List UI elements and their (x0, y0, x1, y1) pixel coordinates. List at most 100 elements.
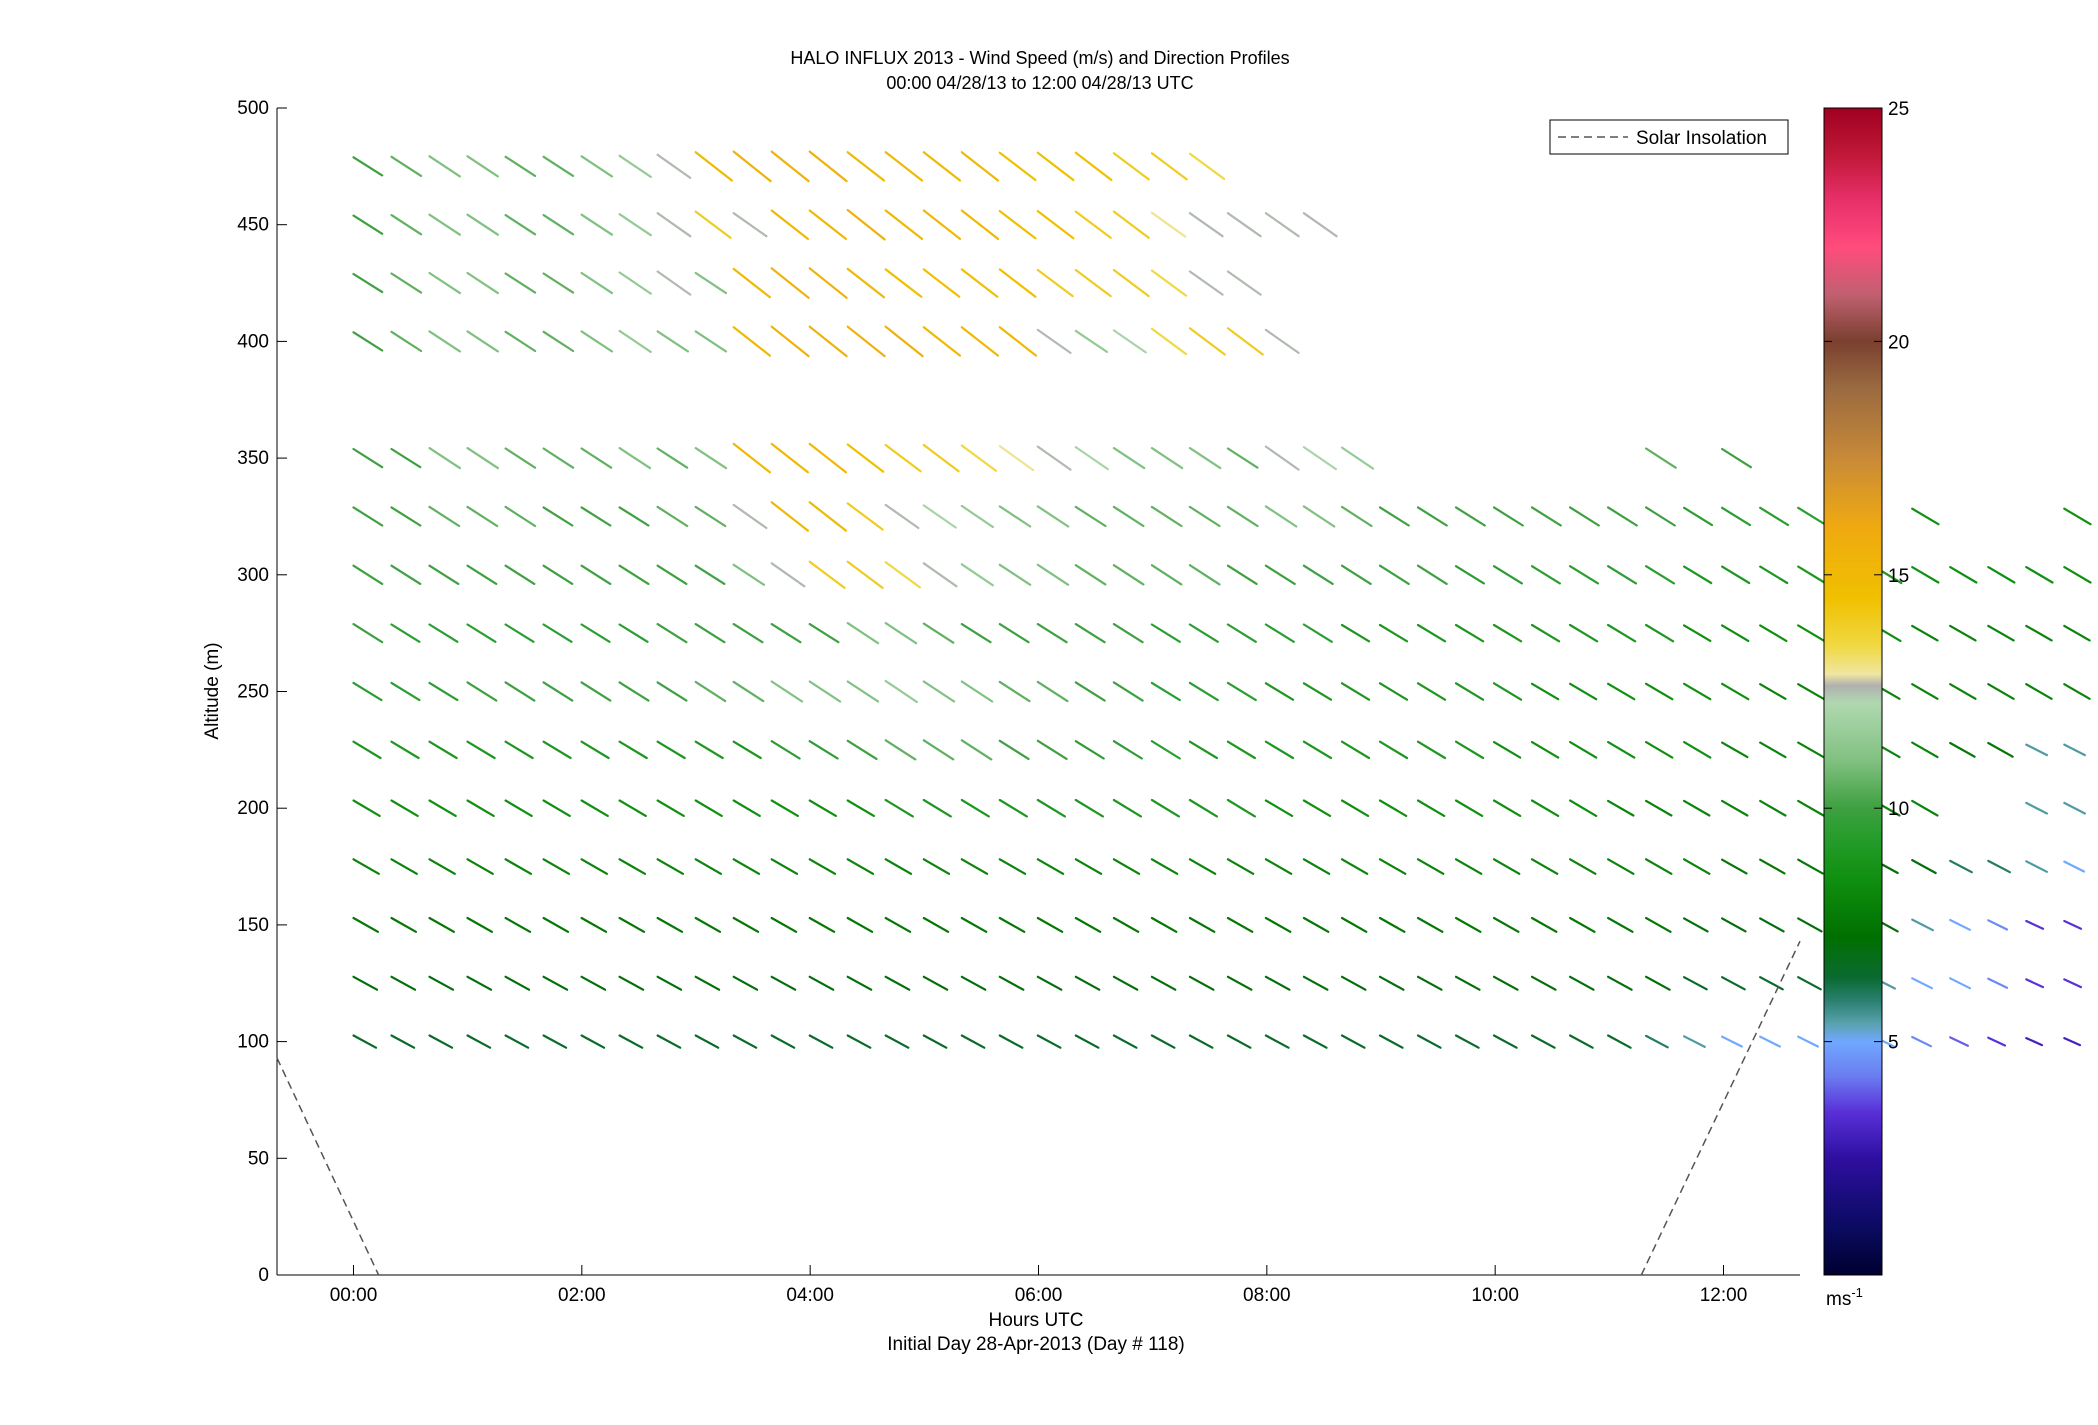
wind-arrow (2063, 860, 2086, 873)
wind-arrow (1188, 327, 1226, 356)
wind-arrow (1036, 975, 1063, 991)
y-tick-label: 500 (237, 98, 269, 119)
wind-arrow (960, 1034, 986, 1049)
wind-arrow (732, 442, 772, 474)
wind-arrow (732, 150, 772, 183)
wind-arrow (2063, 1036, 2082, 1047)
colorbar: 5 10 15 20 25 ms-1 (1823, 99, 1909, 1310)
wind-arrow (998, 326, 1038, 357)
wind-arrow (1644, 916, 1672, 933)
wind-arrow (922, 209, 962, 240)
wind-arrow (2025, 919, 2045, 930)
wind-arrow (504, 214, 537, 236)
wind-arrow (618, 213, 652, 237)
wind-arrow (618, 740, 648, 760)
wind-arrow (2025, 1036, 2044, 1047)
wind-arrow (1797, 858, 1824, 875)
wind-arrow (1568, 565, 1600, 585)
wind-arrow (352, 214, 384, 235)
wind-arrow (1226, 916, 1254, 933)
wind-arrow (580, 975, 607, 991)
wind-arrow (808, 267, 848, 299)
wind-arrow (390, 1034, 416, 1049)
wind-arrow (1036, 268, 1074, 298)
wind-arrow (2025, 683, 2053, 700)
wind-arrow (1530, 623, 1561, 643)
wind-arrow (1264, 445, 1300, 471)
wind-arrow (352, 1034, 378, 1049)
wind-arrow (1112, 975, 1139, 991)
wind-arrow (922, 151, 962, 182)
wind-arrow (1112, 740, 1143, 760)
wind-arrow (1682, 506, 1714, 527)
wind-arrow (694, 680, 727, 703)
wind-arrow (1530, 565, 1562, 585)
wind-arrow (580, 447, 613, 469)
wind-arrow (352, 564, 384, 586)
wind-arrow (1112, 268, 1150, 298)
wind-arrow (808, 622, 840, 644)
wind-arrow (1264, 975, 1291, 991)
colorbar-gradient (1823, 107, 1883, 1276)
wind-arrow (1150, 564, 1183, 586)
wind-arrow (656, 564, 688, 586)
wind-arrow (1759, 799, 1787, 817)
wind-arrow (1416, 916, 1444, 933)
wind-arrow (352, 975, 379, 991)
wind-arrow (542, 564, 574, 586)
wind-arrow (466, 623, 497, 643)
wind-arrow (732, 563, 766, 586)
wind-arrow (466, 858, 494, 875)
x-axis-label: Hours UTC (988, 1310, 1083, 1331)
wind-arrow (1340, 1034, 1366, 1049)
wind-arrow (1911, 507, 1940, 526)
wind-arrow (428, 155, 461, 178)
wind-arrow (846, 267, 886, 299)
wind-arrow (352, 156, 384, 177)
wind-arrow (1074, 740, 1105, 760)
wind-arrow (960, 975, 987, 991)
wind-arrow (656, 270, 692, 296)
wind-arrow (1530, 858, 1559, 875)
wind-arrow (1530, 740, 1560, 759)
wind-arrow (1568, 682, 1598, 701)
wind-arrow (1150, 152, 1188, 181)
wind-arrow (466, 505, 499, 528)
wind-arrow (656, 975, 683, 991)
wind-arrow (1302, 975, 1329, 991)
wind-arrow (428, 564, 460, 586)
wind-arrow (542, 155, 575, 177)
wind-arrow (428, 681, 459, 702)
wind-arrow (1226, 798, 1257, 818)
wind-arrow (428, 916, 455, 933)
wind-arrow (466, 1034, 492, 1049)
wind-arrow (1188, 916, 1216, 933)
wind-arrow (846, 621, 880, 645)
wind-arrow (1226, 975, 1253, 991)
wind-arrow (1987, 859, 2012, 874)
wind-arrow (1036, 739, 1068, 761)
wind-arrow (1264, 799, 1294, 818)
wind-arrow (884, 916, 912, 933)
wind-arrow (922, 798, 952, 818)
wind-arrow (1911, 1035, 1933, 1048)
wind-arrow (884, 151, 924, 182)
x-axis-ticks: 00:00 02:00 04:00 06:00 08:00 10:00 12:00 (330, 1265, 1747, 1306)
colorbar-tick-label: 15 (1888, 566, 1909, 587)
wind-arrow (656, 1034, 682, 1049)
wind-arrow (732, 326, 772, 357)
wind-arrow (1949, 977, 1972, 990)
wind-arrow (960, 151, 1000, 182)
wind-arrow (428, 213, 461, 236)
plot-area (276, 108, 1800, 1276)
wind-arrow (1416, 506, 1448, 527)
wind-arrow (352, 740, 382, 760)
wind-arrow (922, 326, 962, 357)
wind-arrow (1454, 858, 1483, 875)
wind-arrow (1568, 858, 1597, 875)
wind-arrow (542, 681, 574, 702)
wind-arrow (922, 504, 957, 529)
wind-arrow (732, 680, 765, 703)
wind-arrow (694, 151, 734, 182)
x-tick-label: 10:00 (1471, 1285, 1519, 1306)
